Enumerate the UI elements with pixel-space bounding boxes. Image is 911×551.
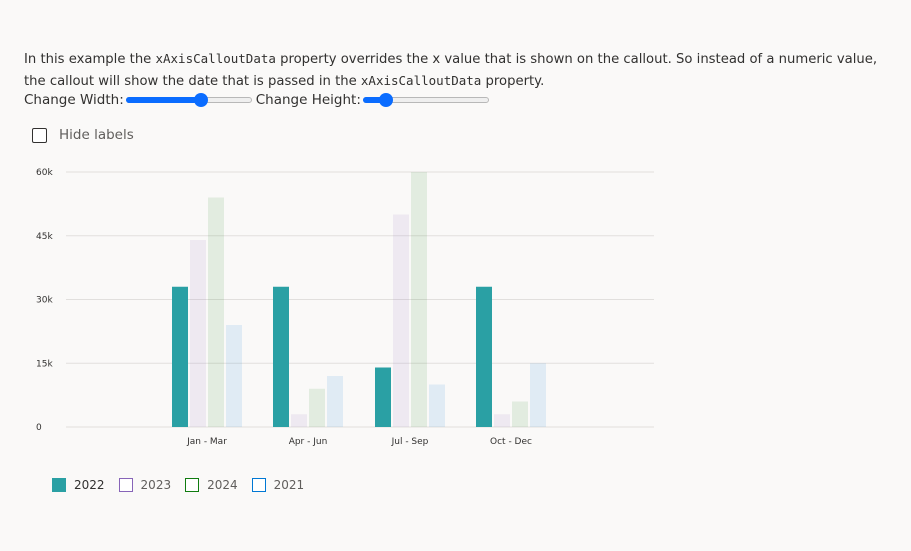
hide-labels-checkbox[interactable] — [32, 127, 47, 143]
bar-2023-1 — [291, 414, 307, 427]
x-tick-label: Oct - Dec — [490, 437, 532, 447]
hide-labels-checkbox-row[interactable]: Hide labels — [32, 127, 134, 143]
bar-2023-3 — [494, 414, 510, 427]
height-slider[interactable] — [362, 93, 489, 107]
description-part1: In this example the — [24, 52, 156, 67]
height-slider-label: Change Height: — [255, 92, 361, 108]
y-tick-label: 15k — [36, 359, 53, 369]
bar-2021-1 — [327, 376, 343, 427]
width-slider-thumb[interactable] — [194, 93, 209, 107]
legend-swatch — [118, 478, 133, 492]
bar-2024-2 — [411, 172, 427, 427]
x-tick-label: Jul - Sep — [391, 437, 429, 447]
bar-2022-1 — [273, 286, 289, 427]
description-code2: xAxisCalloutData — [360, 73, 482, 88]
bar-2024-1 — [309, 388, 325, 427]
x-tick-label: Apr - Jun — [289, 437, 328, 447]
legend-swatch — [52, 478, 66, 492]
y-tick-label: 0 — [36, 423, 42, 433]
bar-2021-3 — [530, 363, 546, 427]
bar-2022-2 — [375, 367, 391, 427]
bar-2021-0 — [226, 325, 242, 427]
description-text: In this example the xAxisCalloutData pro… — [24, 48, 884, 92]
height-slider-fill — [362, 97, 386, 103]
description-code1: xAxisCalloutData — [155, 51, 276, 66]
legend-swatch — [185, 478, 200, 492]
bar-2021-2 — [429, 384, 445, 427]
width-slider[interactable] — [125, 93, 252, 107]
height-slider-thumb[interactable] — [378, 93, 393, 107]
y-tick-label: 30k — [36, 296, 53, 306]
legend-item-2022[interactable]: 2022 — [52, 478, 105, 492]
description-part3: property. — [481, 74, 545, 89]
width-slider-fill — [125, 97, 202, 103]
hide-labels-label: Hide labels — [59, 127, 134, 143]
bar-2024-0 — [208, 197, 224, 427]
width-slider-label: Change Width: — [24, 92, 124, 108]
y-tick-label: 45k — [36, 232, 53, 242]
legend-swatch — [251, 478, 266, 492]
legend-label: 2021 — [273, 478, 305, 492]
x-tick-label: Jan - Mar — [186, 437, 227, 447]
legend-label: 2024 — [207, 478, 238, 492]
legend-label: 2023 — [140, 478, 172, 492]
bar-2024-3 — [512, 401, 528, 427]
slider-controls: Change Width: Change Height: — [24, 90, 493, 110]
legend-item-2021[interactable]: 2021 — [251, 478, 305, 492]
legend-item-2023[interactable]: 2023 — [118, 478, 172, 492]
legend-item-2024[interactable]: 2024 — [185, 478, 238, 492]
y-tick-label: 60k — [36, 168, 53, 178]
legend-label: 2022 — [74, 478, 105, 492]
bar-2023-2 — [393, 214, 409, 427]
chart-legend: 2022 2023 2024 2021 — [52, 478, 318, 492]
bar-2022-0 — [172, 286, 188, 427]
bar-2023-0 — [190, 240, 206, 427]
bar-2022-3 — [476, 286, 492, 427]
description-part2: property overrides the x value that is s… — [24, 52, 878, 89]
